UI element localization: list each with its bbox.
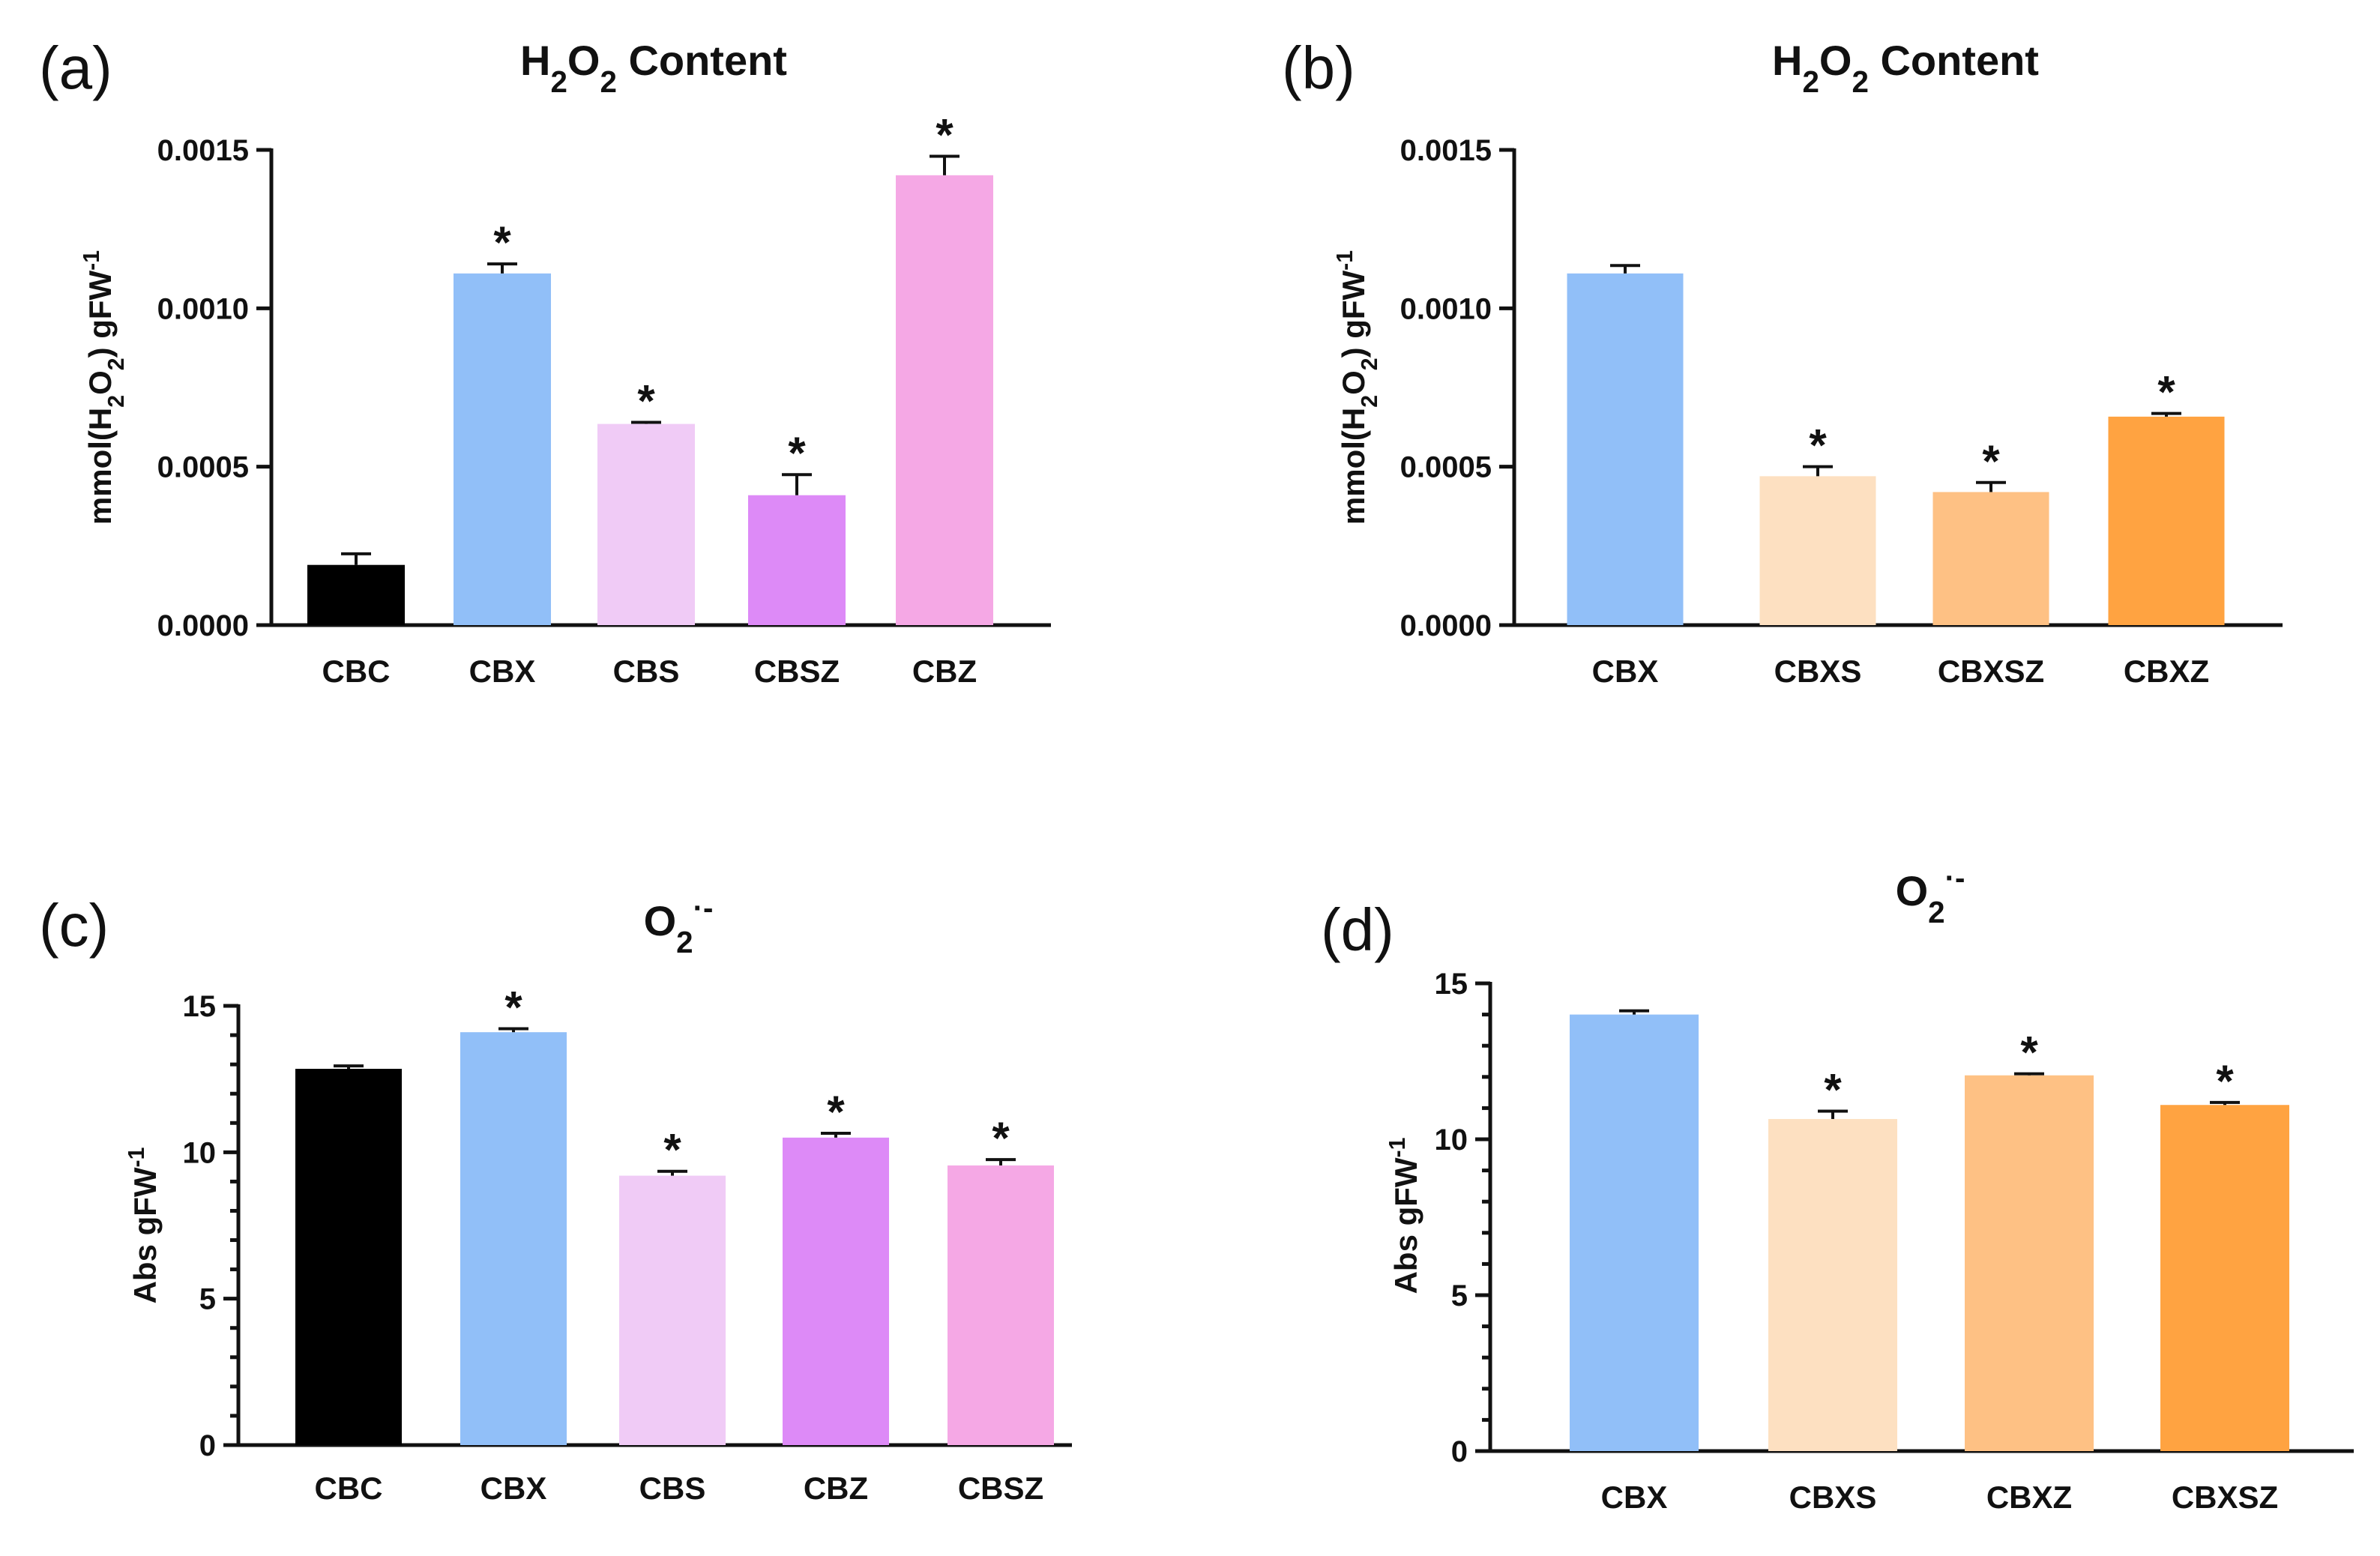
category-label: CBX [1601, 1480, 1668, 1515]
category-label: CBXS [1774, 654, 1862, 689]
chart-title: H2O2 Content [1772, 37, 2039, 99]
panel-letter: (b) [1282, 34, 1355, 101]
significance-star: * [2216, 1056, 2234, 1106]
category-label: CBXZ [2124, 654, 2209, 689]
bar-cbs [597, 423, 695, 625]
category-label: CBXSZ [2172, 1480, 2278, 1515]
y-axis-label: mmol(H2O2) gFW-1 [1333, 250, 1382, 525]
bar-cbxsz [1932, 492, 2049, 625]
y-tick-label: 15 [1435, 968, 1468, 1001]
category-label: CBC [322, 654, 391, 689]
y-tick-label: 0.0000 [1400, 609, 1492, 642]
panel-d: (d) O2·- Abs gFW-1 0 5 10 15 CBX * CBXS * CBXZ * CBXS… [1321, 860, 2354, 1515]
panel-a: (a) H2O2 Content mmol(H2O2) gFW-1 0.0000 0.0… [39, 34, 1051, 689]
significance-star: * [827, 1087, 845, 1137]
category-label: CBXZ [1986, 1480, 2072, 1515]
bar-cbx [454, 273, 551, 625]
category-label: CBXSZ [1938, 654, 2044, 689]
bar-cbxs [1759, 476, 1876, 625]
y-tick-label: 10 [1435, 1124, 1468, 1157]
y-tick-label: 0.0015 [157, 134, 249, 167]
bar-cbsz [948, 1165, 1054, 1445]
y-axis-label: mmol(H2O2) gFW-1 [79, 250, 129, 525]
bar-cbx [1567, 273, 1684, 625]
category-label: CBX [469, 654, 536, 689]
bar-cbs [619, 1175, 726, 1445]
significance-star: * [1982, 436, 2000, 486]
bar-cbx [1570, 1014, 1699, 1451]
significance-star: * [2020, 1028, 2038, 1078]
significance-star: * [1824, 1065, 1842, 1115]
bar-cbxsz [2160, 1105, 2289, 1451]
bar-cbxz [1965, 1075, 2094, 1451]
significance-star: * [1809, 420, 1827, 471]
chart-title: O2·- [1896, 860, 1965, 929]
y-tick-label: 10 [183, 1136, 217, 1169]
category-label: CBC [315, 1471, 383, 1506]
y-tick-label: 5 [199, 1283, 216, 1316]
bar-cbc [295, 1068, 402, 1445]
y-tick-label: 0.0010 [157, 292, 249, 325]
panel-letter: (d) [1321, 896, 1394, 963]
category-label: CBZ [804, 1471, 868, 1506]
category-label: CBXS [1789, 1480, 1877, 1515]
category-label: CBSZ [754, 654, 840, 689]
y-tick-label: 0.0005 [1400, 451, 1492, 484]
y-tick-label: 0.0000 [157, 609, 249, 642]
chart-title: O2·- [644, 890, 714, 959]
panel-c: (c) O2·- Abs gFW-1 0 5 10 15 CBC * CBX * CBS * CBZ * CB… [39, 890, 1072, 1506]
bar-cbxz [2108, 416, 2225, 625]
significance-star: * [788, 428, 806, 478]
y-tick-label: 0 [1451, 1435, 1468, 1468]
significance-star: * [2157, 367, 2175, 417]
category-label: CBX [1592, 654, 1659, 689]
y-axis-label: Abs gFW-1 [124, 1148, 163, 1304]
y-tick-label: 0 [199, 1429, 216, 1462]
significance-star: * [504, 982, 522, 1032]
y-tick-label: 15 [183, 990, 217, 1023]
category-label: CBS [639, 1471, 706, 1506]
y-tick-label: 0.0010 [1400, 292, 1492, 325]
bar-cbz [783, 1137, 889, 1445]
category-label: CBX [480, 1471, 547, 1506]
y-tick-label: 0.0015 [1400, 134, 1492, 167]
bar-cbx [460, 1032, 567, 1445]
significance-star: * [493, 217, 511, 268]
significance-star: * [936, 109, 953, 160]
chart-title: H2O2 Content [520, 37, 787, 99]
significance-star: * [637, 376, 655, 426]
category-label: CBS [613, 654, 680, 689]
bar-cbz [896, 175, 993, 625]
bar-cbxs [1768, 1118, 1897, 1451]
category-label: CBZ [912, 654, 977, 689]
y-tick-label: 0.0005 [157, 451, 249, 484]
bar-cbsz [748, 495, 846, 625]
panel-b: (b) H2O2 Content mmol(H2O2) gFW-1 0.0000 0.0… [1282, 34, 2283, 689]
significance-star: * [992, 1113, 1010, 1163]
category-label: CBSZ [958, 1471, 1043, 1506]
significance-star: * [663, 1125, 681, 1175]
panel-letter: (c) [39, 892, 109, 959]
y-tick-label: 5 [1451, 1279, 1468, 1312]
panel-letter: (a) [39, 34, 112, 101]
y-axis-label: Abs gFW-1 [1385, 1138, 1424, 1294]
bar-cbc [307, 564, 405, 625]
